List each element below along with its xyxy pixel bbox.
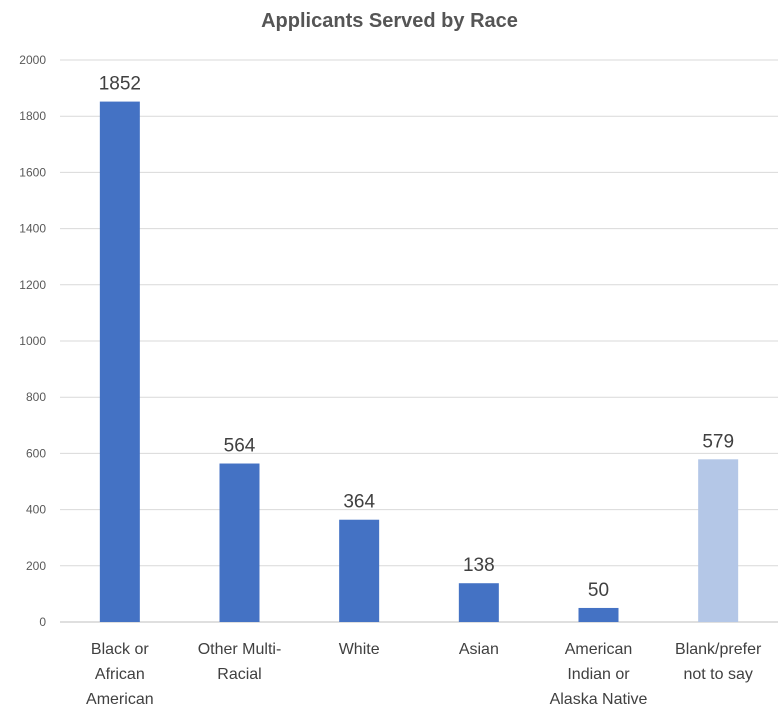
category-label: White [339,641,380,658]
y-tick-label: 600 [26,446,46,460]
category-label: Asian [459,641,499,658]
gridlines [60,59,778,623]
bar [219,463,260,622]
bar [698,459,739,622]
data-label: 364 [343,492,375,513]
y-axis-ticks: 0 200 400 600 800 1000 1200 1400 1600 1800 2000 [19,53,46,629]
data-label: 138 [463,555,495,576]
bar [99,101,140,622]
y-tick-label: 2000 [19,53,46,67]
bar [578,607,619,622]
y-tick-label: 800 [26,390,46,404]
category-label: Blank/prefer not to say [675,641,762,683]
bars [99,101,739,622]
category-label: Other Multi-Racial [198,641,282,683]
bar [339,519,380,622]
bar [458,583,499,622]
y-tick-label: 200 [26,559,46,573]
category-label: American Indian or Alaska Native [550,641,648,708]
y-tick-label: 1400 [19,222,46,236]
data-labels: 1852 564 364 138 50 579 [99,74,734,601]
data-label: 1852 [99,74,141,95]
chart-title: Applicants Served by Race [261,10,518,32]
y-tick-label: 1600 [19,165,46,179]
data-label: 564 [224,436,256,457]
y-tick-label: 1200 [19,278,46,292]
data-label: 579 [702,431,734,452]
y-tick-label: 1000 [19,334,46,348]
category-label: Black or African American [86,641,154,708]
y-tick-label: 1800 [19,109,46,123]
y-tick-label: 400 [26,503,46,517]
data-label: 50 [588,580,609,601]
x-axis-categories: Black or African American Other Multi-Racia… [86,641,762,708]
y-tick-label: 0 [39,615,46,629]
